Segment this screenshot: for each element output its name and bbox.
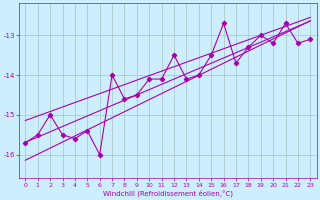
X-axis label: Windchill (Refroidissement éolien,°C): Windchill (Refroidissement éolien,°C)	[103, 189, 233, 197]
